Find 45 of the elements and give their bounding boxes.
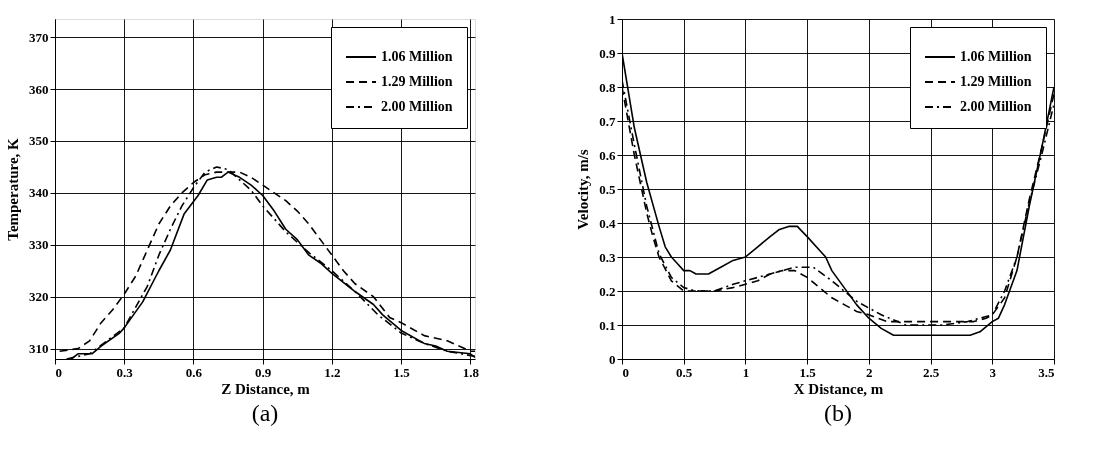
legend-label: 1.06 Million (381, 49, 453, 64)
y-tick-label: 0.5 (599, 181, 616, 197)
y-tick-label: 310 (29, 341, 49, 357)
x-tick-label: 0.3 (116, 364, 134, 380)
x-tick-label: 1.8 (462, 364, 480, 380)
y-tick-label: 0.1 (599, 317, 616, 333)
x-tick-label: 2 (866, 364, 873, 380)
x-tick-label: 1.5 (393, 364, 411, 380)
x-axis-title: Z Distance, m (221, 380, 311, 397)
legend-label: 1.29 Million (381, 74, 453, 89)
text: (b) (824, 400, 852, 426)
x-tick-label: 1.5 (799, 364, 817, 380)
x-axis-title: X Distance, m (793, 380, 884, 397)
y-axis-title: Temperature, K (5, 137, 21, 241)
y-tick-label: 0.6 (599, 147, 616, 163)
x-tick-label: 0 (55, 364, 62, 380)
x-tick-label: 0.5 (676, 364, 693, 380)
y-tick-label: 0.4 (599, 215, 616, 231)
y-tick-label: 370 (29, 29, 49, 45)
legend-label: 1.06 Million (960, 49, 1032, 64)
text: (a) (251, 400, 279, 426)
y-tick-label: 0.3 (599, 249, 616, 265)
y-tick-label: 1 (609, 11, 616, 27)
x-tick-label: 1 (742, 364, 750, 380)
legend-label: 1.29 Million (960, 74, 1032, 89)
y-tick-label: 0.7 (599, 113, 616, 129)
x-tick-label: 3.5 (1038, 364, 1055, 380)
x-tick-label: 1.2 (324, 364, 341, 380)
y-tick-label: 0.2 (599, 283, 616, 299)
x-tick-label: 0.6 (185, 364, 203, 380)
x-tick-label: 0 (622, 364, 629, 380)
x-tick-label: 2.5 (922, 364, 940, 380)
y-tick-label: 360 (29, 81, 49, 97)
y-tick-label: 0.8 (599, 79, 616, 95)
y-tick-label: 0 (609, 351, 616, 367)
y-tick-label: 0.9 (599, 45, 616, 61)
x-tick-label: 0.9 (255, 364, 272, 380)
x-tick-label: 3 (989, 364, 997, 380)
y-axis-title: Velocity, m/s (575, 149, 592, 230)
y-tick-label: 340 (29, 185, 49, 201)
y-tick-label: 330 (29, 237, 49, 253)
y-tick-label: 350 (29, 133, 49, 149)
legend-label: 2.00 Million (960, 99, 1032, 114)
legend-label: 2.00 Million (381, 99, 453, 114)
y-tick-label: 320 (29, 289, 49, 305)
